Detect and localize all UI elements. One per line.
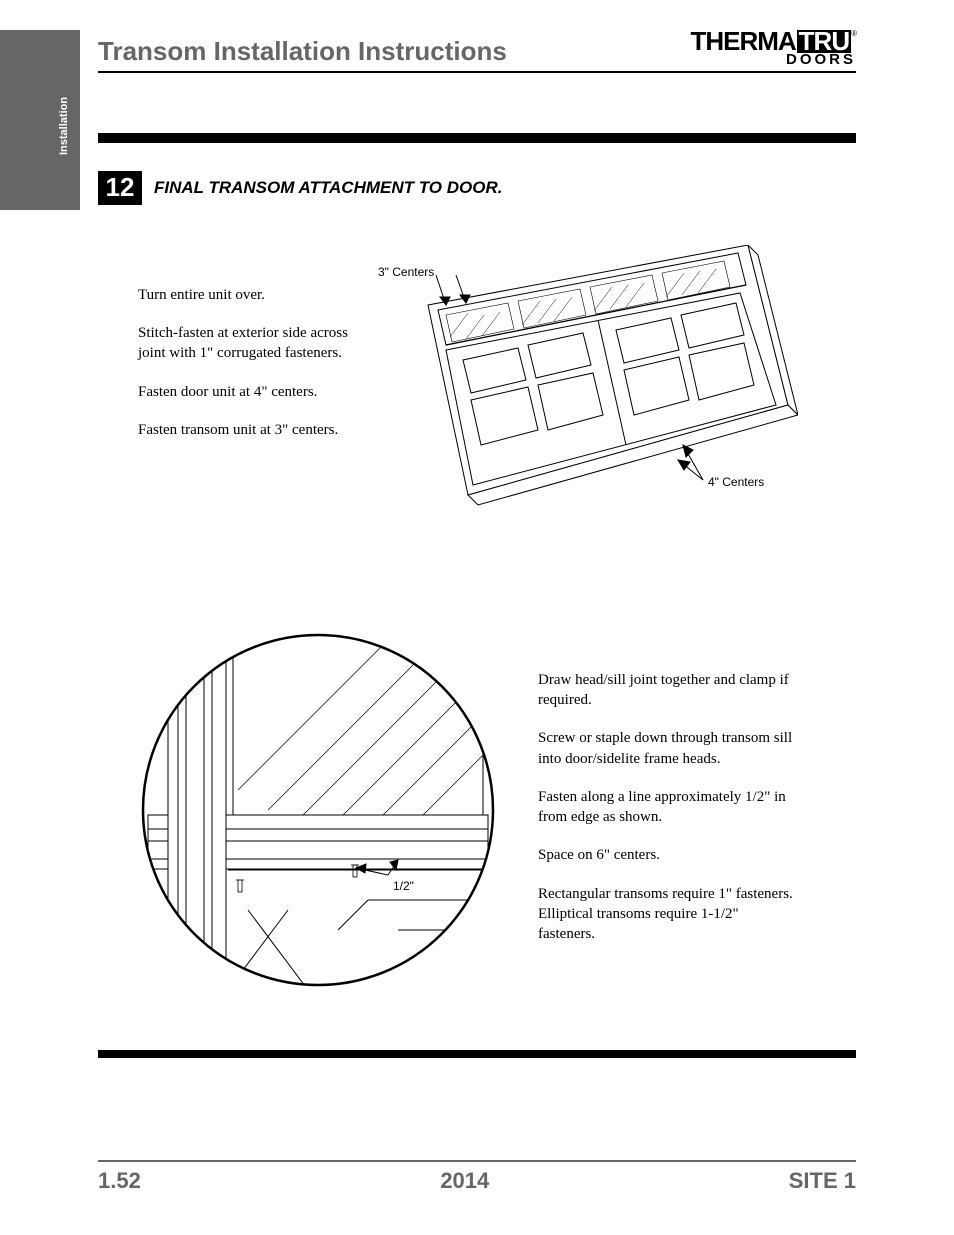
figure-2-wrap: 1/2" [138,610,498,1010]
paragraph: Fasten door unit at 4" centers. [138,382,348,402]
section-1: Turn entire unit over. Stitch-fasten at … [98,245,856,530]
footer: 1.52 2014 SITE 1 [98,1168,856,1194]
brand-box: TRU [797,30,851,53]
paragraph: Fasten along a line approximately 1/2" i… [538,787,798,828]
paragraph: Draw head/sill joint together and clamp … [538,670,798,711]
divider-bar [98,133,856,143]
sidebar-label: Installation [58,97,70,155]
footer-site: SITE 1 [789,1168,856,1194]
paragraph: Space on 6" centers. [538,845,798,865]
footer-year: 2014 [440,1168,489,1194]
brand-registered: ® [851,29,856,38]
brand-logo: THERMATRU® DOORS [690,30,856,67]
figure-1-wrap: 3" Centers 4" Centers [368,245,856,530]
step-title: FINAL TRANSOM ATTACHMENT TO DOOR. [154,178,502,198]
footer-page: 1.52 [98,1168,141,1194]
brand-pre: THERMA [690,26,795,56]
paragraph: Turn entire unit over. [138,285,348,305]
page-title: Transom Installation Instructions [98,36,507,67]
paragraph: Fasten transom unit at 3" centers. [138,420,348,440]
step-number: 12 [98,171,142,205]
figure-label-bottom: 4" Centers [708,475,764,489]
header: Transom Installation Instructions THERMA… [98,30,856,73]
section-2-text: Draw head/sill joint together and clamp … [538,610,798,1010]
footer-bar [98,1050,856,1058]
section-1-text: Turn entire unit over. Stitch-fasten at … [98,245,348,530]
brand-name: THERMATRU® [690,30,856,53]
figure-label-top: 3" Centers [378,265,434,279]
figure-dim-label: 1/2" [393,879,414,893]
footer-divider [98,1160,856,1162]
paragraph: Stitch-fasten at exterior side across jo… [138,323,348,364]
detail-circle-icon: 1/2" [138,610,498,1010]
paragraph: Screw or staple down through transom sil… [538,728,798,769]
step-header: 12 FINAL TRANSOM ATTACHMENT TO DOOR. [98,171,856,205]
section-2: 1/2" Draw head/sill joint together and c… [98,610,856,1010]
paragraph: Rectangular transoms require 1" fastener… [538,884,798,945]
page-content: Transom Installation Instructions THERMA… [98,30,856,1050]
